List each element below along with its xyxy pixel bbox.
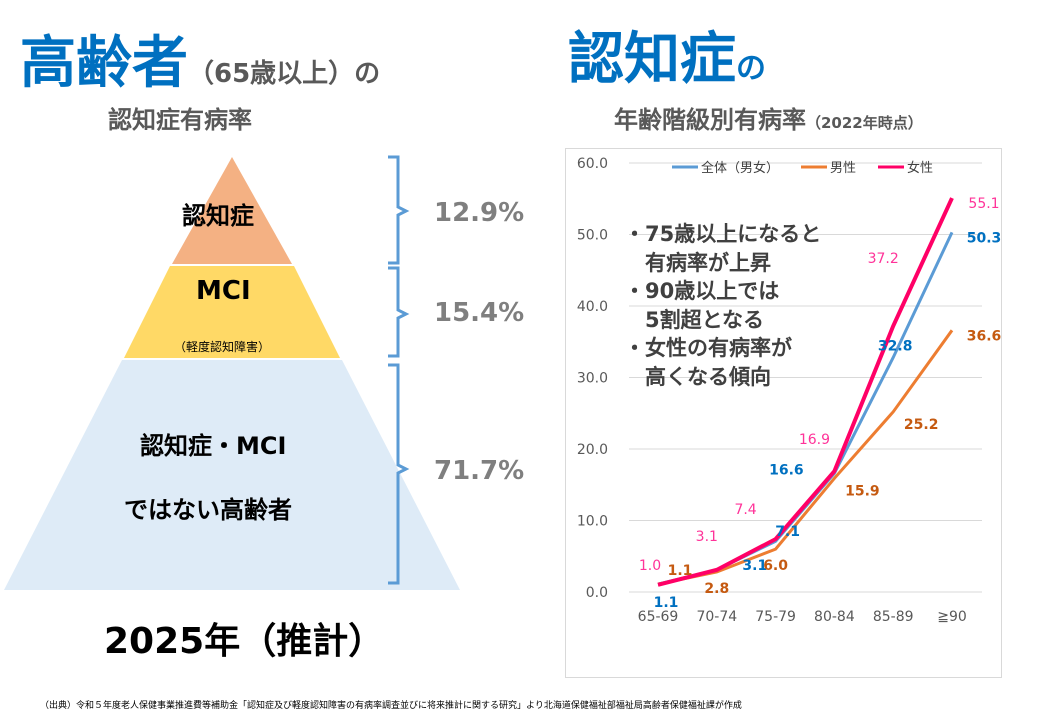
y-tick-label: 30.0 (577, 371, 608, 387)
left-subtitle: 認知症有病率 (108, 106, 252, 134)
y-tick-label: 0.0 (586, 585, 608, 601)
footer-source: （出典）令和５年度老人保健事業推進費等補助金「認知症及び軽度認知障害の有病率調査… (40, 701, 742, 711)
data-label: 3.1 (742, 558, 767, 574)
x-tick-label: 85-89 (873, 609, 914, 625)
year-label: 2025年（推計） (104, 621, 385, 662)
percent-dementia: 12.9% (434, 198, 525, 228)
data-label: 6.0 (763, 558, 788, 574)
legend-label: 男性 (830, 161, 856, 176)
pyramid (4, 155, 460, 590)
note-line: 5割超となる (624, 307, 764, 332)
data-label: 3.1 (696, 529, 718, 545)
note-line: 有病率が上昇 (624, 250, 771, 275)
data-label: 1.1 (668, 563, 693, 579)
left-title: 高齢者（65歳以上）の (20, 31, 381, 96)
x-tick-label: 75-79 (755, 609, 796, 625)
pyramid-tier-healthy (4, 360, 460, 590)
data-label: 2.8 (704, 581, 729, 597)
y-tick-label: 20.0 (577, 442, 608, 458)
y-tick-label: 60.0 (577, 156, 608, 172)
x-tick-label: 65-69 (638, 609, 679, 625)
data-label: 37.2 (868, 251, 899, 267)
percent-healthy: 71.7% (434, 456, 525, 486)
data-label: 1.0 (639, 558, 661, 574)
data-label: 15.9 (845, 483, 880, 499)
series-line (657, 197, 954, 587)
note-line: ・90歳以上では (624, 279, 780, 303)
bracket-1 (388, 155, 410, 265)
y-tick-label: 50.0 (577, 228, 608, 244)
x-tick-label: 70-74 (696, 609, 737, 625)
tier-label-dementia: 認知症 (182, 202, 254, 230)
data-label: 16.9 (799, 432, 830, 448)
data-label: 25.2 (904, 417, 939, 433)
right-title: 認知症の (568, 27, 766, 92)
tier-label-healthy: 認知症・MCI (140, 432, 287, 460)
data-label: 55.1 (968, 196, 999, 212)
x-tick-label: 80-84 (814, 609, 855, 625)
note-line: 高くなる傾向 (624, 364, 771, 389)
data-label: 1.1 (654, 595, 679, 611)
percent-mci: 15.4% (434, 298, 525, 328)
data-label: 32.8 (878, 338, 913, 354)
tier-sublabel-mci: （軽度認知障害） (174, 340, 271, 354)
chart-notes: ・75歳以上になると 有病率が上昇 ・90歳以上では 5割超となる ・女性の有病… (624, 220, 821, 391)
legend-label: 女性 (907, 160, 933, 176)
data-label: 16.6 (769, 462, 804, 478)
y-tick-label: 40.0 (577, 299, 608, 315)
data-label: 36.6 (967, 328, 1002, 344)
y-tick-label: 10.0 (577, 514, 608, 530)
data-label: 50.3 (967, 230, 1002, 246)
note-line: ・女性の有病率が (624, 336, 792, 360)
data-label: 7.1 (775, 524, 800, 540)
x-tick-label: ≧90 (937, 609, 967, 625)
legend-label: 全体（男女） (701, 160, 779, 176)
tier-label-mci: MCI (196, 276, 251, 306)
tier-label-healthy-2: ではない高齢者 (124, 496, 292, 524)
bracket-2 (388, 266, 410, 358)
pyramid-tier-mci (124, 266, 340, 358)
right-subtitle: 年齢階級別有病率（2022年時点） (614, 106, 923, 134)
pyramid-tier-dementia (172, 157, 292, 264)
data-label: 7.4 (734, 502, 756, 518)
note-line: ・75歳以上になると (624, 222, 822, 246)
bracket-3 (388, 363, 410, 585)
chart-frame (565, 148, 1002, 678)
